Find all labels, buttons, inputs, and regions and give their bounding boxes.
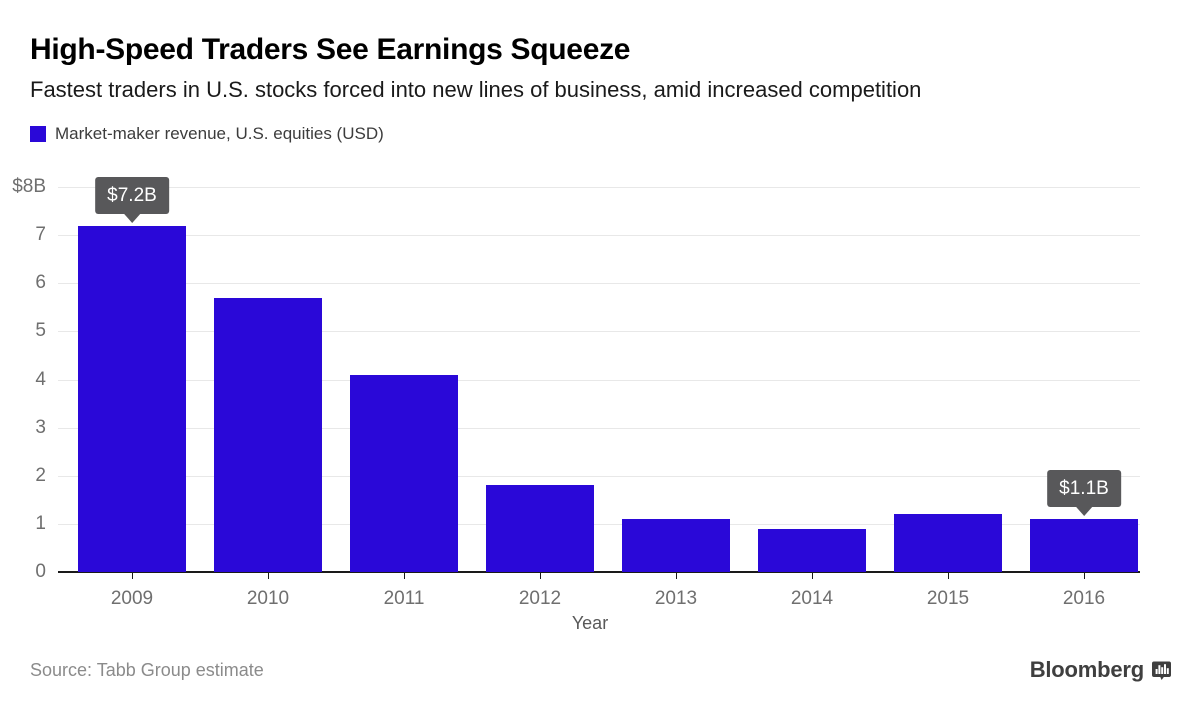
bar-2011[interactable] (350, 374, 458, 572)
y-axis-label: 7 (35, 224, 46, 246)
y-axis-label: $8B (12, 176, 46, 197)
x-axis-tick (540, 573, 541, 579)
legend: Market-maker revenue, U.S. equities (USD… (30, 124, 384, 144)
bar-2012[interactable] (486, 485, 594, 572)
legend-label: Market-maker revenue, U.S. equities (USD… (55, 124, 384, 143)
gridline-8 (58, 187, 1140, 188)
chart-title: High-Speed Traders See Earnings Squeeze (30, 33, 631, 66)
gridline-5 (58, 331, 1140, 333)
y-axis-label: 2 (35, 464, 46, 486)
x-axis-label-2012: 2012 (518, 588, 562, 609)
gridline-6 (58, 283, 1140, 285)
bar-2016[interactable] (1030, 519, 1138, 572)
legend-swatch (30, 126, 46, 142)
x-axis-tick (812, 573, 813, 579)
bar-2013[interactable] (622, 519, 730, 572)
x-axis-tick (268, 573, 269, 579)
gridline-1 (58, 523, 1140, 525)
x-axis-title: Year (571, 613, 609, 633)
gridline-3 (58, 427, 1140, 429)
bloomberg-logo: Bloomberg (1030, 657, 1172, 683)
x-axis-tick (132, 573, 133, 579)
x-axis-label-2010: 2010 (246, 588, 290, 609)
bloomberg-icon (1152, 661, 1171, 680)
y-axis-label: 3 (35, 416, 46, 438)
x-axis-label-2013: 2013 (654, 588, 698, 609)
gridline-4 (58, 379, 1140, 381)
chart-subtitle: Fastest traders in U.S. stocks forced in… (30, 77, 922, 102)
y-axis-label: 0 (35, 561, 46, 582)
x-axis-tick (404, 573, 405, 579)
x-axis-tick (948, 573, 949, 579)
y-axis-label: 5 (35, 320, 46, 342)
bar-2014[interactable] (758, 528, 866, 572)
gridline-2 (58, 475, 1140, 477)
x-axis-label-2014: 2014 (790, 588, 834, 609)
x-axis-line (58, 571, 1140, 573)
bloomberg-wordmark: Bloomberg (1029, 657, 1145, 682)
data-label-2009: $7.2B (95, 176, 169, 214)
y-axis-label: 6 (35, 272, 46, 294)
x-axis-label-2009: 2009 (110, 588, 154, 609)
x-axis-tick (676, 573, 677, 579)
data-label-2016: $1.1B (1047, 470, 1121, 508)
bar-2015[interactable] (894, 514, 1002, 572)
source-note: Source: Tabb Group estimate (30, 660, 264, 680)
bar-2009[interactable] (78, 225, 186, 572)
bar-2010[interactable] (214, 297, 322, 572)
x-axis-label-2015: 2015 (926, 588, 970, 609)
x-axis-tick (1084, 573, 1085, 579)
y-axis-label: 1 (35, 512, 46, 534)
gridline-7 (58, 235, 1140, 237)
y-axis-label: 4 (35, 368, 46, 390)
x-axis-label-2011: 2011 (383, 588, 425, 609)
x-axis-label-2016: 2016 (1062, 588, 1106, 609)
